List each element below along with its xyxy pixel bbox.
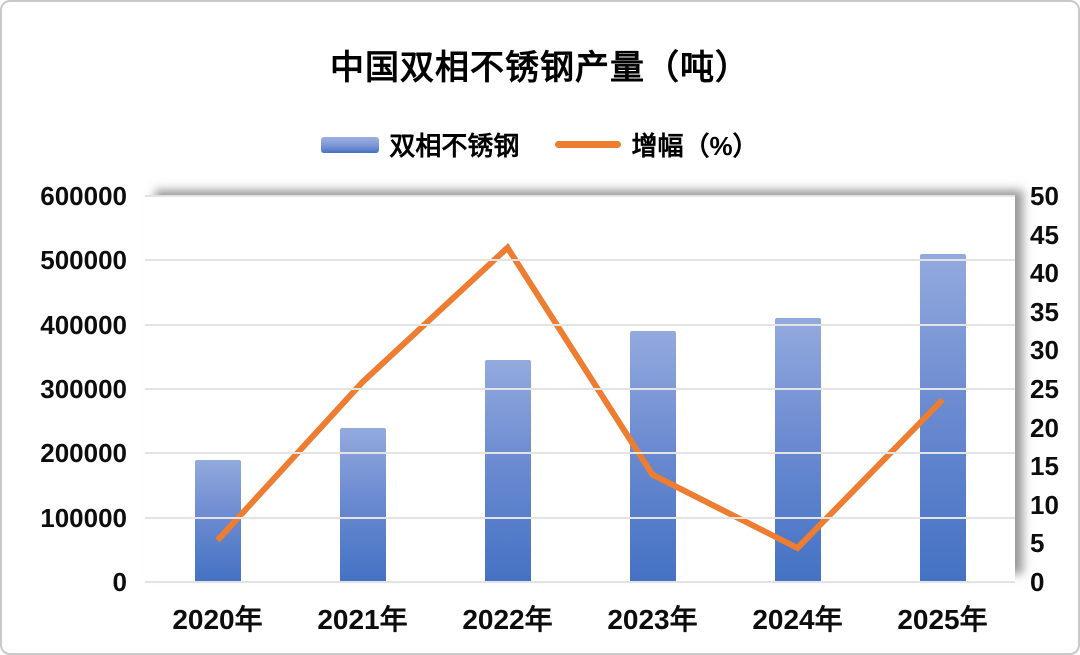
- gridline: [145, 195, 1015, 197]
- y-axis-right-tick-label: 35: [1030, 296, 1059, 327]
- bar-2022年: [484, 360, 531, 582]
- y-axis-right-tick-label: 0: [1030, 567, 1045, 597]
- plot-area: [145, 195, 1015, 583]
- x-axis-label-2020年: 2020年: [172, 604, 263, 635]
- y-axis-right-tick-label: 25: [1030, 374, 1059, 404]
- y-axis-right-tick-label: 50: [1030, 181, 1059, 211]
- legend: 双相不锈钢 增幅（%）: [2, 126, 1078, 163]
- bar-2023年: [629, 331, 676, 582]
- y-axis-right-tick-label: 40: [1030, 258, 1059, 289]
- y-axis-left-tick-label: 500000: [40, 245, 127, 276]
- growth-line-chart: [215, 243, 945, 552]
- x-axis-label-2021年: 2021年: [317, 604, 408, 635]
- gridline: [145, 259, 1015, 262]
- y-axis-right-tick-label: 10: [1030, 489, 1059, 520]
- y-axis-left-tick-label: 100000: [40, 502, 127, 533]
- y-axis-left-tick-label: 300000: [40, 374, 127, 404]
- legend-label-bar-series: 双相不锈钢: [389, 131, 520, 161]
- legend-label-line-series: 增幅（%）: [631, 131, 759, 161]
- x-axis-label-2023年: 2023年: [607, 604, 698, 635]
- y-axis-right-tick-label: 20: [1030, 412, 1059, 443]
- y-axis-right-tick-label: 15: [1030, 451, 1059, 482]
- gridline: [145, 323, 1015, 326]
- growth-line: [215, 243, 945, 552]
- y-axis-right-tick-label: 45: [1030, 219, 1059, 250]
- gridline: [145, 452, 1015, 455]
- y-axis-right-tick-label: 30: [1030, 335, 1059, 366]
- y-axis-right-tick-label: 5: [1030, 528, 1045, 559]
- x-axis-label-2022年: 2022年: [462, 604, 553, 635]
- chart-title: 中国双相不锈钢产量（吨）: [330, 49, 750, 87]
- x-axis-label-2024年: 2024年: [752, 604, 843, 635]
- y-axis-left-tick-label: 600000: [40, 181, 127, 211]
- gridline: [145, 581, 1015, 583]
- legend-bar-swatch: [321, 136, 380, 153]
- legend-line-swatch: [555, 141, 622, 148]
- gridline: [145, 516, 1015, 519]
- y-axis-left-tick-label: 400000: [40, 309, 127, 340]
- y-axis-left-tick-label: 0: [112, 567, 127, 597]
- x-axis-label-2025年: 2025年: [897, 604, 988, 635]
- y-axis-left-tick-label: 200000: [40, 438, 127, 469]
- gridline: [145, 388, 1015, 390]
